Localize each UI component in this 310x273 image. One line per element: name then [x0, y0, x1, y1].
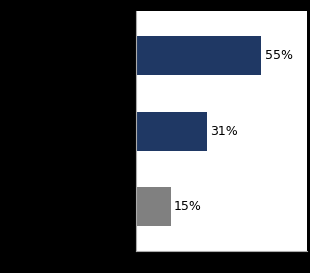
Text: 31%: 31%	[210, 124, 238, 138]
Text: 15%: 15%	[174, 200, 202, 213]
Text: 55%: 55%	[265, 49, 293, 63]
Bar	[136, 187, 171, 225]
Bar	[136, 112, 207, 151]
Bar	[136, 37, 261, 76]
